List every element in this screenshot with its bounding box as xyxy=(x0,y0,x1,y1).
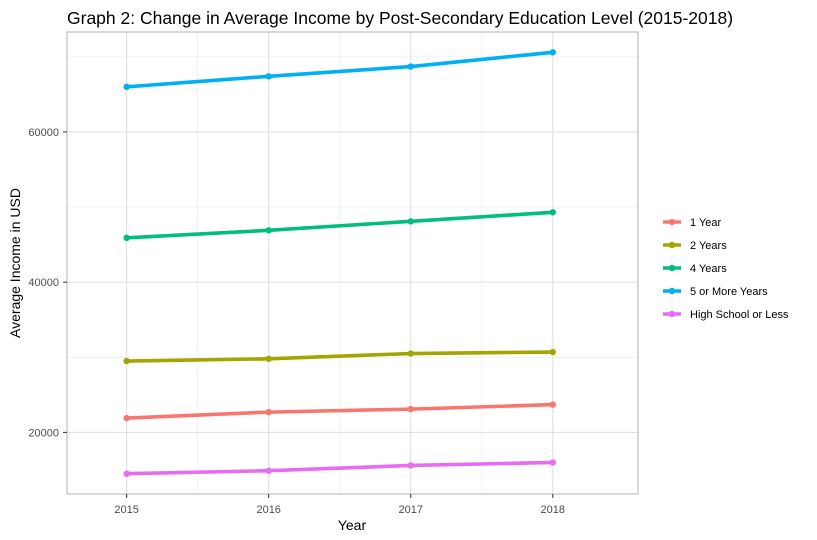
legend-key-point xyxy=(668,218,676,226)
data-point xyxy=(407,350,414,357)
data-point xyxy=(407,405,414,413)
y-tick-label: 60000 xyxy=(28,127,59,139)
x-tick-label: 2018 xyxy=(541,504,565,516)
panel-border xyxy=(66,31,639,495)
chart-title: Graph 2: Change in Average Income by Pos… xyxy=(67,8,733,28)
data-point xyxy=(123,470,130,477)
data-point xyxy=(549,459,556,466)
data-point xyxy=(265,408,272,416)
legend-label: 2 Years xyxy=(690,240,727,252)
legend-key-point xyxy=(668,264,676,272)
data-point xyxy=(549,348,556,356)
legend-label: 4 Years xyxy=(690,263,727,275)
y-axis-title: Average Income in USD xyxy=(7,188,23,338)
data-point xyxy=(407,462,414,469)
y-tick-label: 20000 xyxy=(28,427,59,439)
y-tick-label: 40000 xyxy=(28,277,59,289)
data-point xyxy=(265,355,272,362)
data-point xyxy=(123,83,130,91)
series-line xyxy=(124,50,555,89)
x-axis-title: Year xyxy=(338,517,367,533)
data-point xyxy=(123,414,130,422)
series-line xyxy=(124,210,555,240)
series-line xyxy=(124,402,555,420)
data-point xyxy=(549,209,556,216)
legend-key-point xyxy=(668,241,676,249)
data-point xyxy=(265,73,272,80)
series-lines xyxy=(123,49,556,477)
series-line xyxy=(124,350,555,363)
legend-label: High School or Less xyxy=(690,309,789,321)
data-point xyxy=(123,234,130,242)
data-point xyxy=(265,467,272,474)
data-point xyxy=(123,357,130,365)
data-point xyxy=(549,401,556,408)
data-point xyxy=(407,218,414,225)
legend-label: 5 or More Years xyxy=(690,286,768,298)
legend-key-point xyxy=(668,310,676,318)
y-axis-ticks: 20000 40000 60000 xyxy=(28,127,67,439)
data-point xyxy=(265,227,272,234)
data-point xyxy=(549,49,556,56)
x-tick-label: 2015 xyxy=(114,504,138,516)
x-tick-label: 2017 xyxy=(398,504,422,516)
x-axis-ticks: 2015 2016 2017 2018 xyxy=(114,494,565,516)
gridlines xyxy=(67,32,638,494)
x-tick-label: 2016 xyxy=(256,504,280,516)
data-point xyxy=(407,63,414,70)
legend: 1 Year 2 Years 4 Years 5 or More Years High … xyxy=(663,217,789,321)
series-line xyxy=(124,460,555,476)
legend-key-point xyxy=(668,287,676,295)
legend-label: 1 Year xyxy=(690,217,722,229)
